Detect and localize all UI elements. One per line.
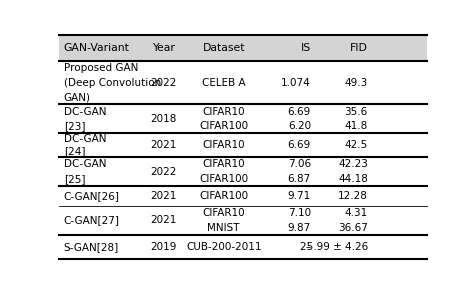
- Text: 25.99 ± 4.26: 25.99 ± 4.26: [300, 242, 368, 252]
- Text: 7.06: 7.06: [288, 159, 311, 169]
- Text: [24]: [24]: [64, 146, 85, 156]
- Text: 2018: 2018: [150, 114, 176, 124]
- Text: S-GAN[28]: S-GAN[28]: [64, 242, 119, 252]
- Text: 1.074: 1.074: [281, 78, 311, 88]
- Text: [25]: [25]: [64, 174, 85, 184]
- Text: –: –: [306, 242, 311, 252]
- Text: 2021: 2021: [150, 140, 176, 150]
- Text: CIFAR10: CIFAR10: [202, 159, 245, 169]
- Text: CELEB A: CELEB A: [202, 78, 246, 88]
- Text: Dataset: Dataset: [202, 43, 245, 53]
- Text: DC-GAN: DC-GAN: [64, 159, 106, 169]
- Text: CIFAR100: CIFAR100: [199, 174, 248, 184]
- Text: 2019: 2019: [150, 242, 176, 252]
- Text: 6.87: 6.87: [288, 174, 311, 184]
- Text: 9.71: 9.71: [288, 191, 311, 201]
- Text: [23]: [23]: [64, 121, 85, 131]
- Text: 2021: 2021: [150, 215, 176, 226]
- Text: 2022: 2022: [150, 167, 176, 177]
- Text: 2021: 2021: [150, 191, 176, 201]
- Text: 41.8: 41.8: [345, 121, 368, 131]
- Text: CIFAR100: CIFAR100: [199, 191, 248, 201]
- Text: CIFAR100: CIFAR100: [199, 121, 248, 131]
- Text: 35.6: 35.6: [345, 107, 368, 116]
- Text: C-GAN[27]: C-GAN[27]: [64, 215, 119, 226]
- Text: GAN-Variant: GAN-Variant: [64, 43, 129, 53]
- Text: 42.23: 42.23: [338, 159, 368, 169]
- Text: CUB-200-2011: CUB-200-2011: [186, 242, 261, 252]
- Text: 9.87: 9.87: [288, 223, 311, 233]
- Text: DC-GAN: DC-GAN: [64, 134, 106, 144]
- Text: 49.3: 49.3: [345, 78, 368, 88]
- Text: 12.28: 12.28: [338, 191, 368, 201]
- Text: DC-GAN: DC-GAN: [64, 107, 106, 116]
- Text: CIFAR10: CIFAR10: [202, 107, 245, 116]
- Bar: [59, 35, 427, 61]
- Text: 6.69: 6.69: [288, 140, 311, 150]
- Text: 2022: 2022: [150, 78, 176, 88]
- Text: 6.69: 6.69: [288, 107, 311, 116]
- Text: 4.31: 4.31: [345, 208, 368, 218]
- Text: C-GAN[26]: C-GAN[26]: [64, 191, 119, 201]
- Text: Proposed GAN: Proposed GAN: [64, 63, 138, 73]
- Text: FID: FID: [350, 43, 368, 53]
- Text: (Deep Convolution: (Deep Convolution: [64, 78, 161, 88]
- Text: MNIST: MNIST: [208, 223, 240, 233]
- Text: IS: IS: [301, 43, 311, 53]
- Text: 36.67: 36.67: [338, 223, 368, 233]
- Text: Year: Year: [152, 43, 174, 53]
- Text: CIFAR10: CIFAR10: [202, 140, 245, 150]
- Text: CIFAR10: CIFAR10: [202, 208, 245, 218]
- Text: 42.5: 42.5: [345, 140, 368, 150]
- Text: 6.20: 6.20: [288, 121, 311, 131]
- Text: 44.18: 44.18: [338, 174, 368, 184]
- Text: GAN): GAN): [64, 92, 91, 102]
- Text: 7.10: 7.10: [288, 208, 311, 218]
